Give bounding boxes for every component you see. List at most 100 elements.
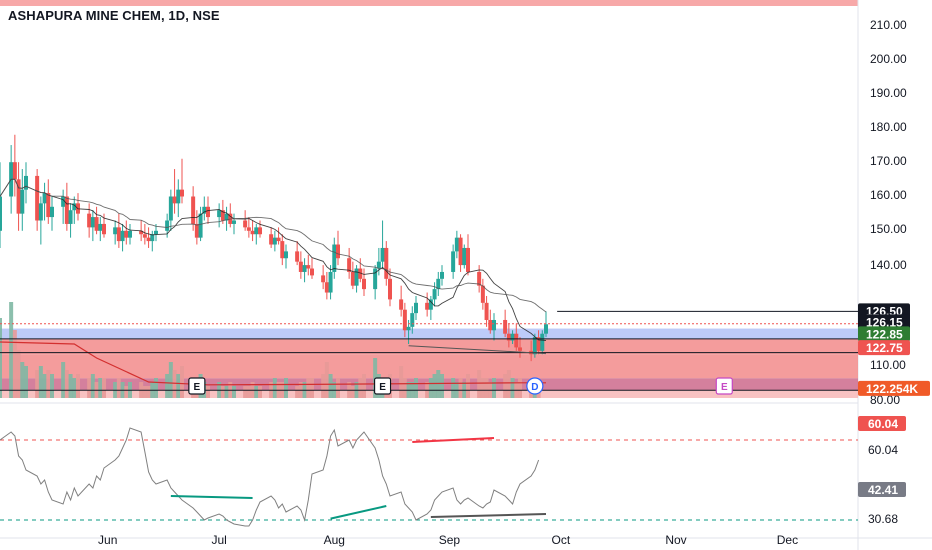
volume-bar xyxy=(399,366,404,398)
candle-body xyxy=(61,196,66,207)
moving-average-line xyxy=(0,178,547,313)
candle-body xyxy=(35,175,40,221)
time-axis-label: Nov xyxy=(665,533,686,547)
price-axis[interactable]: 210.00 200.00 190.00 180.00 170.00 160.00 150.… xyxy=(858,18,930,526)
candle-body xyxy=(87,213,92,228)
candle-body xyxy=(42,193,47,204)
event-marker-2[interactable]: E xyxy=(373,377,392,395)
candle-body xyxy=(202,206,207,214)
time-axis-label: Jul xyxy=(211,533,226,547)
candle-body xyxy=(402,309,407,331)
volume-bar xyxy=(232,386,236,398)
candle-body xyxy=(454,237,459,252)
volume-bar xyxy=(484,378,489,398)
candle-body xyxy=(102,223,106,235)
price-tick-label: 160.00 xyxy=(870,188,907,202)
event-marker-3[interactable]: D xyxy=(526,377,544,395)
price-tick-label: 190.00 xyxy=(870,86,907,100)
candle-body xyxy=(354,268,359,286)
top-alert-bar xyxy=(0,0,858,6)
volume-bar xyxy=(87,378,92,398)
volume-bar xyxy=(61,362,66,398)
rsi-pane xyxy=(0,427,858,527)
candle-body xyxy=(180,189,184,197)
event-label: D xyxy=(531,382,538,393)
volume-bar xyxy=(116,378,121,398)
volume-bar xyxy=(510,378,515,398)
candle-body xyxy=(224,213,229,221)
candle-body xyxy=(310,268,314,276)
volume-bar xyxy=(220,386,225,398)
candle-body xyxy=(90,217,95,228)
candle-body xyxy=(358,268,363,279)
candle-body xyxy=(258,227,262,235)
candle-body xyxy=(24,175,28,190)
volume-bar xyxy=(480,378,485,398)
candle-body xyxy=(488,319,493,331)
price-tag-label: 122.85 xyxy=(866,327,903,341)
volume-bar xyxy=(9,302,14,398)
volume-bar xyxy=(432,374,437,398)
volume-bar xyxy=(518,378,522,398)
volume-bar xyxy=(50,374,54,398)
candle-body xyxy=(68,210,73,224)
time-axis-label: Dec xyxy=(777,533,798,547)
earnings-box xyxy=(188,377,206,395)
candle-body xyxy=(306,265,311,269)
candle-body xyxy=(220,210,225,221)
moving-average-line xyxy=(0,178,547,342)
volume-bar xyxy=(90,374,95,398)
volume-bar xyxy=(176,374,181,398)
event-marker-1[interactable]: E xyxy=(188,377,206,395)
candle-body xyxy=(388,278,392,300)
volume-bar xyxy=(492,378,496,398)
price-tag: 122.75 xyxy=(858,340,910,356)
candle-body xyxy=(373,268,378,290)
volume-bar xyxy=(124,386,129,398)
volume-bar xyxy=(310,378,314,398)
volume-bar xyxy=(295,386,300,398)
time-axis-label: Aug xyxy=(324,533,345,547)
volume-bar xyxy=(64,370,69,398)
candle-body xyxy=(518,347,522,351)
volume-bar xyxy=(258,386,262,398)
candle-body xyxy=(451,251,456,272)
volume-bar xyxy=(328,374,333,398)
moving-averages xyxy=(0,178,547,342)
volume-bar xyxy=(24,366,28,398)
candle-body xyxy=(246,227,251,231)
price-tag-box xyxy=(858,314,910,330)
volume-ma-line xyxy=(0,341,546,386)
candle-body xyxy=(492,319,496,331)
time-axis[interactable]: Jun Jul Aug Sep Oct Nov Dec xyxy=(98,533,798,547)
time-axis-label: Jun xyxy=(98,533,117,547)
candle-body xyxy=(128,230,132,238)
candle-body xyxy=(376,261,381,269)
candle-body xyxy=(328,271,333,293)
candle-body xyxy=(120,230,125,242)
candle-body xyxy=(458,237,463,266)
candle-body xyxy=(399,299,404,310)
volume-bar xyxy=(102,378,106,398)
candle-body xyxy=(414,302,418,314)
event-label: E xyxy=(721,382,728,393)
volume-bar xyxy=(142,386,147,398)
candle-body xyxy=(98,223,103,231)
candle-body xyxy=(269,234,274,245)
price-tag-label: 126.15 xyxy=(866,315,903,329)
price-tag-label: 122.254K xyxy=(866,382,918,396)
candle-body xyxy=(295,251,300,262)
volume-bar xyxy=(98,378,103,398)
candle-body xyxy=(384,247,389,279)
candle-body xyxy=(154,230,158,235)
volume-bar xyxy=(402,378,407,398)
candle-body xyxy=(232,220,236,224)
candlestick-series xyxy=(0,134,548,362)
price-tag-label: 122.75 xyxy=(866,341,903,355)
event-label: E xyxy=(194,382,201,393)
volume-bar xyxy=(12,330,17,398)
event-marker-4[interactable]: E xyxy=(715,377,733,395)
candle-body xyxy=(124,230,129,238)
